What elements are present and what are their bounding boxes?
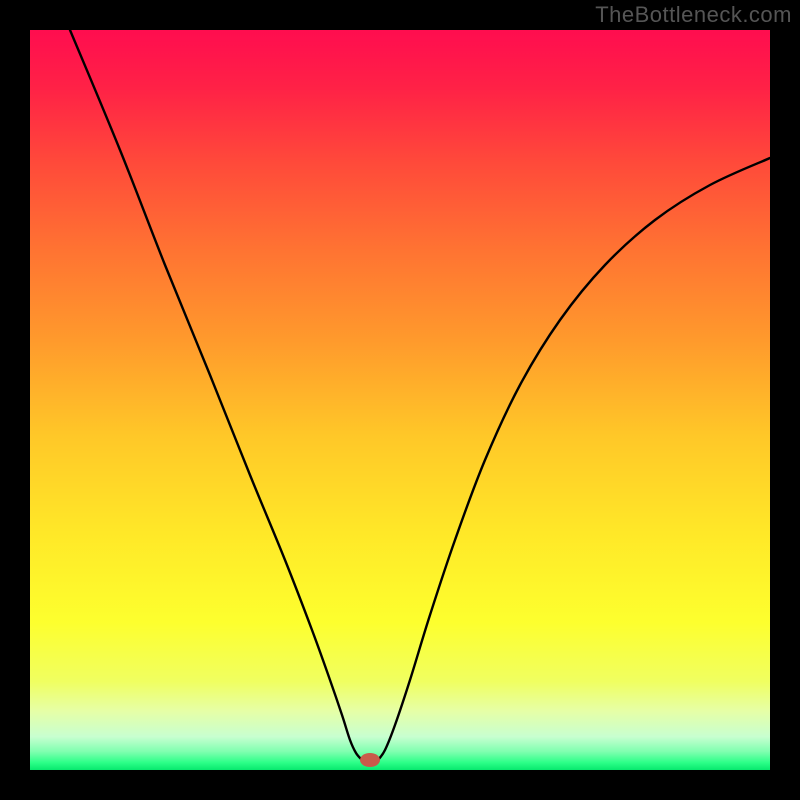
watermark-text: TheBottleneck.com <box>595 2 792 28</box>
bottleneck-chart <box>30 30 770 770</box>
optimal-point-marker <box>360 753 380 767</box>
chart-container <box>30 30 770 770</box>
chart-background <box>30 30 770 770</box>
